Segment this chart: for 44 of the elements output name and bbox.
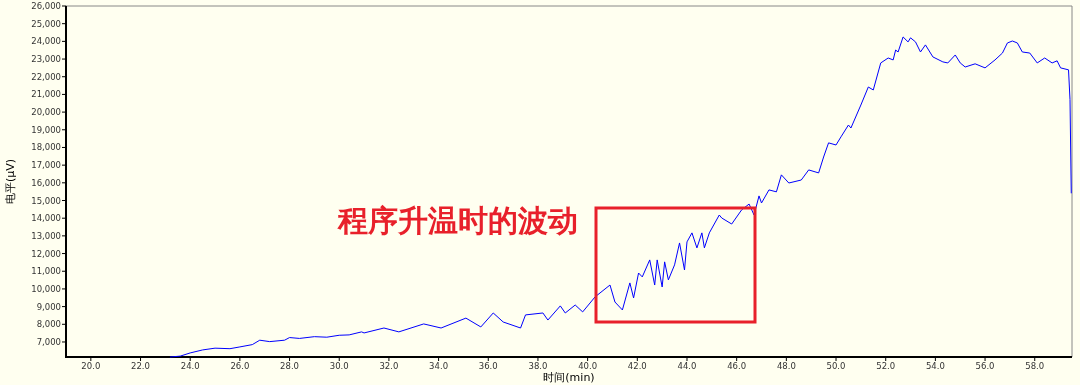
y-tick-label: 8,000 [36, 319, 61, 330]
x-tick-label: 32.0 [379, 361, 399, 371]
y-tick-label: 18,000 [31, 142, 61, 153]
y-tick-label: 9,000 [36, 301, 61, 312]
x-axis-title: 时间(min) [543, 371, 595, 384]
y-tick-label: 24,000 [31, 36, 61, 47]
x-tick-label: 24.0 [180, 361, 200, 371]
x-tick-label: 40.0 [578, 361, 598, 371]
x-tick-label: 22.0 [131, 361, 150, 371]
y-axis-title: 电平(µV) [4, 158, 17, 205]
x-tick-label: 38.0 [528, 361, 548, 371]
y-tick-label: 16,000 [31, 177, 61, 188]
y-tick-label: 23,000 [31, 54, 61, 65]
x-tick-label: 42.0 [627, 361, 647, 371]
x-tick-label: 28.0 [280, 361, 300, 371]
x-tick-label: 52.0 [876, 361, 896, 371]
x-tick-label: 54.0 [925, 361, 945, 371]
x-tick-label: 30.0 [329, 361, 349, 371]
y-tick-label: 7,000 [36, 336, 61, 347]
x-tick-label: 46.0 [727, 361, 747, 371]
y-tick-label: 10,000 [31, 283, 61, 294]
y-tick-label: 17,000 [31, 160, 61, 171]
x-tick-label: 48.0 [776, 361, 796, 371]
x-tick-label: 58.0 [1025, 361, 1045, 371]
y-tick-label: 12,000 [31, 248, 61, 259]
y-tick-label: 21,000 [31, 89, 61, 100]
y-tick-label: 14,000 [31, 213, 61, 224]
y-tick-label: 22,000 [31, 71, 61, 82]
annotation: 程序升温时的波动 [337, 203, 578, 238]
x-tick-label: 56.0 [975, 361, 995, 371]
x-tick-label: 34.0 [429, 361, 449, 371]
x-tick-label: 50.0 [826, 361, 846, 371]
x-tick-label: 20.0 [81, 361, 101, 371]
y-tick-label: 25,000 [31, 18, 61, 29]
x-tick-label: 26.0 [230, 361, 250, 371]
y-tick-label: 11,000 [31, 266, 61, 277]
line-series [169, 36, 1072, 358]
y-tick-label: 13,000 [31, 230, 61, 241]
y-tick-label: 19,000 [31, 124, 61, 135]
y-tick-label: 15,000 [31, 195, 61, 206]
x-tick-label: 44.0 [677, 361, 697, 371]
y-tick-label: 26,000 [31, 1, 61, 11]
x-tick-label: 36.0 [478, 361, 498, 371]
y-tick-label: 20,000 [31, 107, 61, 118]
